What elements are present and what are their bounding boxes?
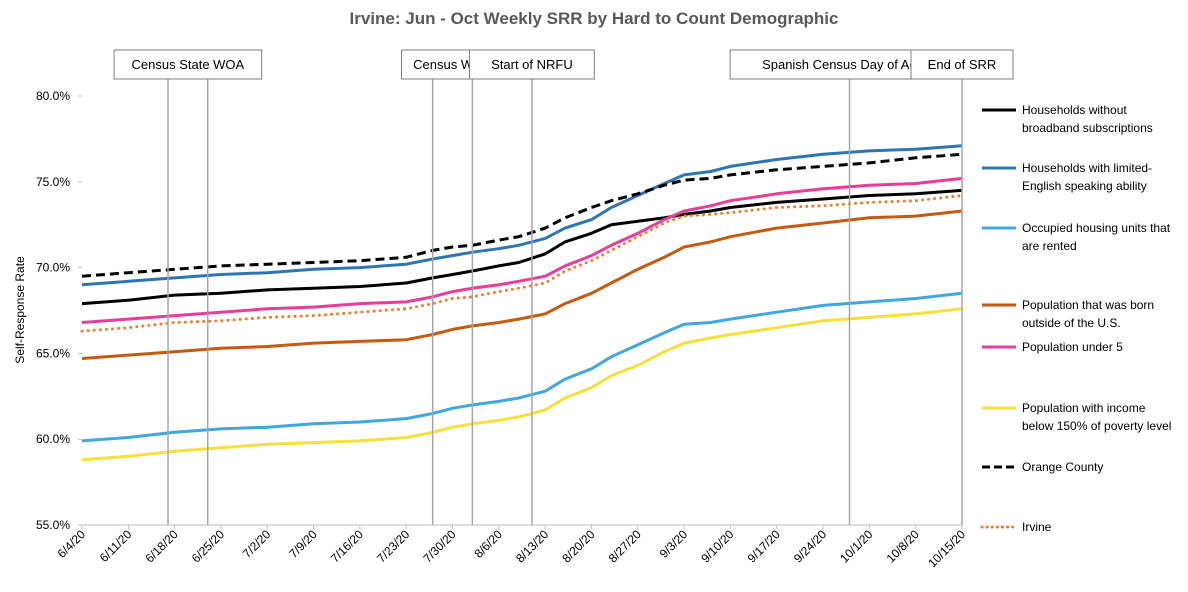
legend-label: Population under 5 xyxy=(1022,340,1123,354)
legend-label: Irvine xyxy=(1022,520,1052,534)
x-tick-label: 8/27/20 xyxy=(606,527,644,565)
x-tick-label: 9/3/20 xyxy=(657,527,691,561)
annotation-label: Spanish Census Day of Action xyxy=(762,57,937,72)
x-tick-label: 10/15/20 xyxy=(925,527,968,570)
annotation-label: End of SRR xyxy=(928,57,997,72)
legend-label: Orange County xyxy=(1022,460,1103,474)
y-axis: 55.0% 60.0% 65.0% 70.0% 75.0% 80.0% xyxy=(36,89,962,532)
series-line-1 xyxy=(81,188,963,306)
y-axis-label: Self-Response Rate xyxy=(13,256,27,364)
series-line-4 xyxy=(81,209,963,360)
x-tick-label: 8/13/20 xyxy=(513,527,551,565)
annotation-label: Start of NRFU xyxy=(491,57,573,72)
legend-label: Population that was born xyxy=(1022,298,1154,312)
legend-label: below 150% of poverty level xyxy=(1022,419,1171,433)
y-tick-label: 60.0% xyxy=(36,432,70,446)
series-line-8 xyxy=(80,194,964,333)
chart-title: Irvine: Jun - Oct Weekly SRR by Hard to … xyxy=(350,9,839,28)
plot-area xyxy=(80,144,964,462)
series-line-7 xyxy=(81,152,963,278)
series-line-2 xyxy=(81,144,963,287)
x-tick-label: 10/1/20 xyxy=(837,527,875,565)
y-tick-label: 75.0% xyxy=(36,175,70,189)
x-tick-label: 7/9/20 xyxy=(286,527,320,561)
x-tick-label: 6/18/20 xyxy=(143,527,181,565)
y-tick-label: 55.0% xyxy=(36,518,70,532)
x-tick-label: 9/17/20 xyxy=(745,527,783,565)
x-tick-label: 8/20/20 xyxy=(559,527,597,565)
y-tick-label: 65.0% xyxy=(36,346,70,360)
legend: Households without broadband subscription… xyxy=(980,103,1171,534)
x-tick-label: 7/16/20 xyxy=(328,527,366,565)
x-tick-label: 6/25/20 xyxy=(189,527,227,565)
annotations: Census State WOA Census WOA Start of NRFU S… xyxy=(113,49,1014,525)
x-tick-label: 9/10/20 xyxy=(698,527,736,565)
x-tick-label: 6/11/20 xyxy=(97,527,135,565)
series-line-5 xyxy=(81,176,963,324)
x-tick-label: 9/24/20 xyxy=(791,527,829,565)
x-tick-label: 10/8/20 xyxy=(884,527,922,565)
series-line-3 xyxy=(81,291,963,443)
x-axis: 6/4/20 6/11/20 6/18/20 6/25/20 7/2/20 7/9/20 7… xyxy=(55,525,968,570)
legend-label: English speaking ability xyxy=(1022,179,1147,193)
annotation-box xyxy=(113,49,263,80)
x-tick-label: 7/2/20 xyxy=(240,527,274,561)
x-tick-label: 7/30/20 xyxy=(420,527,458,565)
series-line-6 xyxy=(81,307,963,462)
x-tick-label: 7/23/20 xyxy=(374,527,412,565)
annotation-label: Census State WOA xyxy=(132,57,245,72)
legend-label: Population with income xyxy=(1022,401,1146,415)
annotation-box xyxy=(469,49,595,80)
legend-label: broadband subscriptions xyxy=(1022,121,1153,135)
x-tick-label: 6/4/20 xyxy=(55,527,89,561)
legend-label: Households without xyxy=(1022,103,1127,117)
legend-label: Occupied housing units that xyxy=(1022,221,1171,235)
y-tick-label: 70.0% xyxy=(36,261,70,275)
legend-label: outside of the U.S. xyxy=(1022,316,1121,330)
legend-label: are rented xyxy=(1022,239,1077,253)
x-tick-label: 8/6/20 xyxy=(471,527,505,561)
y-tick-label: 80.0% xyxy=(36,89,70,103)
legend-label: Households with limited- xyxy=(1022,161,1152,175)
annotation-box xyxy=(910,49,1014,80)
